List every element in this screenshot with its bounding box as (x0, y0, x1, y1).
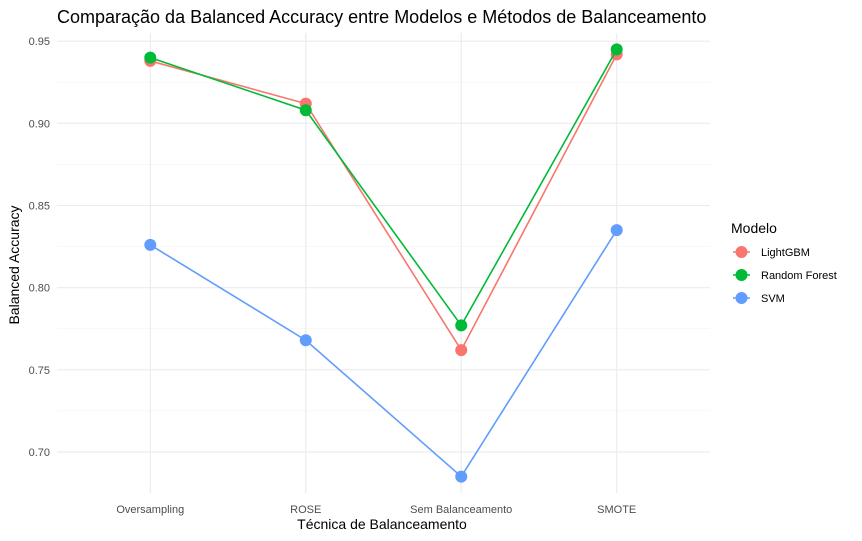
legend-key-point (735, 269, 748, 281)
legend-item-lightgbm: LightGBM (733, 246, 810, 259)
series-line-random-forest (150, 49, 618, 327)
y-tick-label: 0.70 (29, 447, 50, 459)
legend-title: Modelo (731, 220, 777, 236)
series-lines (144, 43, 623, 483)
legend-label: Random Forest (761, 270, 837, 282)
data-point-random-forest (455, 319, 468, 332)
x-axis-title: Técnica de Balanceamento (297, 516, 467, 532)
data-point-svm (610, 224, 623, 237)
x-tick-label: Sem Balanceamento (410, 504, 512, 516)
series-line-svm (149, 229, 618, 478)
x-tick-label: SMOTE (597, 504, 636, 516)
legend-key-point (735, 246, 748, 258)
x-tick-label: Oversampling (116, 504, 184, 516)
data-point-svm (299, 334, 312, 347)
data-point-random-forest (610, 43, 623, 56)
series-random-forest (144, 43, 623, 332)
x-tick-labels: Oversampling ROSE Sem Balanceamento SMOTE (116, 504, 636, 516)
legend-item-svm: SVM (733, 292, 785, 305)
chart-title: Comparação da Balanced Accuracy entre Mo… (57, 7, 706, 27)
y-tick-label: 0.85 (29, 201, 50, 213)
legend-label: LightGBM (761, 247, 810, 259)
legend-items: LightGBM Random Forest SVM (733, 246, 837, 305)
series-svm (144, 224, 623, 483)
series-lightgbm (144, 48, 623, 357)
x-tick-label: ROSE (290, 504, 321, 516)
legend-label: SVM (761, 293, 785, 305)
legend: Modelo LightGBM Random Forest SVM (731, 220, 837, 305)
y-axis-title: Balanced Accuracy (6, 205, 22, 324)
y-tick-label: 0.95 (29, 36, 50, 48)
data-point-svm (455, 470, 468, 483)
y-tick-label: 0.90 (29, 118, 50, 130)
y-tick-label: 0.80 (29, 283, 50, 295)
y-tick-labels: 0.70 0.75 0.80 0.85 0.90 0.95 (29, 36, 50, 459)
y-tick-label: 0.75 (29, 365, 50, 377)
data-point-random-forest (299, 104, 312, 117)
grid (57, 33, 710, 493)
legend-key-point (735, 292, 748, 304)
data-point-svm (144, 238, 157, 251)
series-line-lightgbm (150, 53, 618, 352)
legend-item-random-forest: Random Forest (733, 269, 837, 282)
data-point-random-forest (144, 51, 157, 64)
data-point-lightgbm (455, 344, 468, 357)
